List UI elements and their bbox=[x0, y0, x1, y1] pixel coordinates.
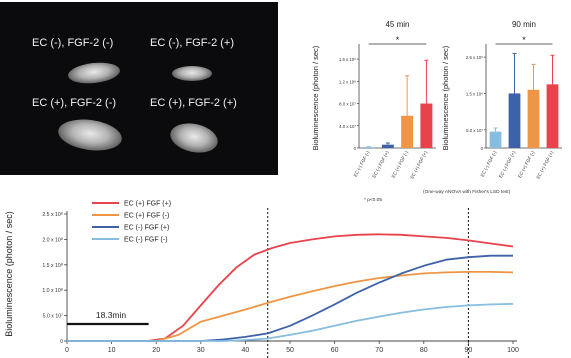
bar-y-axis-label: Bioluminescence (photon / sec) bbox=[311, 45, 320, 150]
bar-category-label: EC (-) FGF (-) bbox=[353, 150, 371, 178]
bar-category-label: EC (+) FGF (-) bbox=[391, 150, 410, 179]
tissue-sample-2 bbox=[172, 66, 212, 81]
bar-y-tick-label: 0 bbox=[354, 146, 357, 151]
photo-label-ec-pos-fgf-pos: EC (+), FGF-2 (+) bbox=[150, 97, 237, 109]
bar-y-tick-label: 1.2 x 10⁸ bbox=[339, 79, 356, 84]
bar-ec_pos_fgf_pos bbox=[420, 103, 433, 148]
bar-y-tick-label: 4.0 x 10⁷ bbox=[339, 124, 356, 129]
footnote-p-value: * p<0.05 bbox=[364, 197, 382, 203]
photo-label-ec-neg-fgf-pos: EC (-), FGF-2 (+) bbox=[150, 37, 235, 49]
bar-ec_pos_fgf_neg bbox=[401, 115, 414, 148]
bioluminescence-image-panel: EC (-), FGF-2 (-) EC (-), FGF-2 (+) EC (… bbox=[0, 2, 278, 175]
photo-label-ec-pos-fgf-neg: EC (+), FGF-2 (-) bbox=[32, 97, 117, 109]
footnote-statistical-test: (One-way ANOVA with Fisher's LSD test) bbox=[423, 189, 511, 195]
bar-chart-title: 45 min bbox=[385, 20, 409, 29]
bar-category-label: EC (+) FGF (+) bbox=[409, 150, 428, 180]
bar-ec_neg_fgf_neg bbox=[362, 147, 375, 148]
bar-y-tick-label: 8.0 x 10⁷ bbox=[339, 102, 356, 107]
significance-marker: * bbox=[396, 35, 400, 45]
bar-category-label: EC (-) FGF (+) bbox=[371, 150, 390, 179]
bar-ec_neg_fgf_pos bbox=[381, 144, 394, 148]
bar-y-tick-label: 1.6 x 10⁸ bbox=[339, 57, 356, 62]
photo-label-ec-neg-fgf-neg: EC (-), FGF-2 (-) bbox=[32, 37, 114, 49]
